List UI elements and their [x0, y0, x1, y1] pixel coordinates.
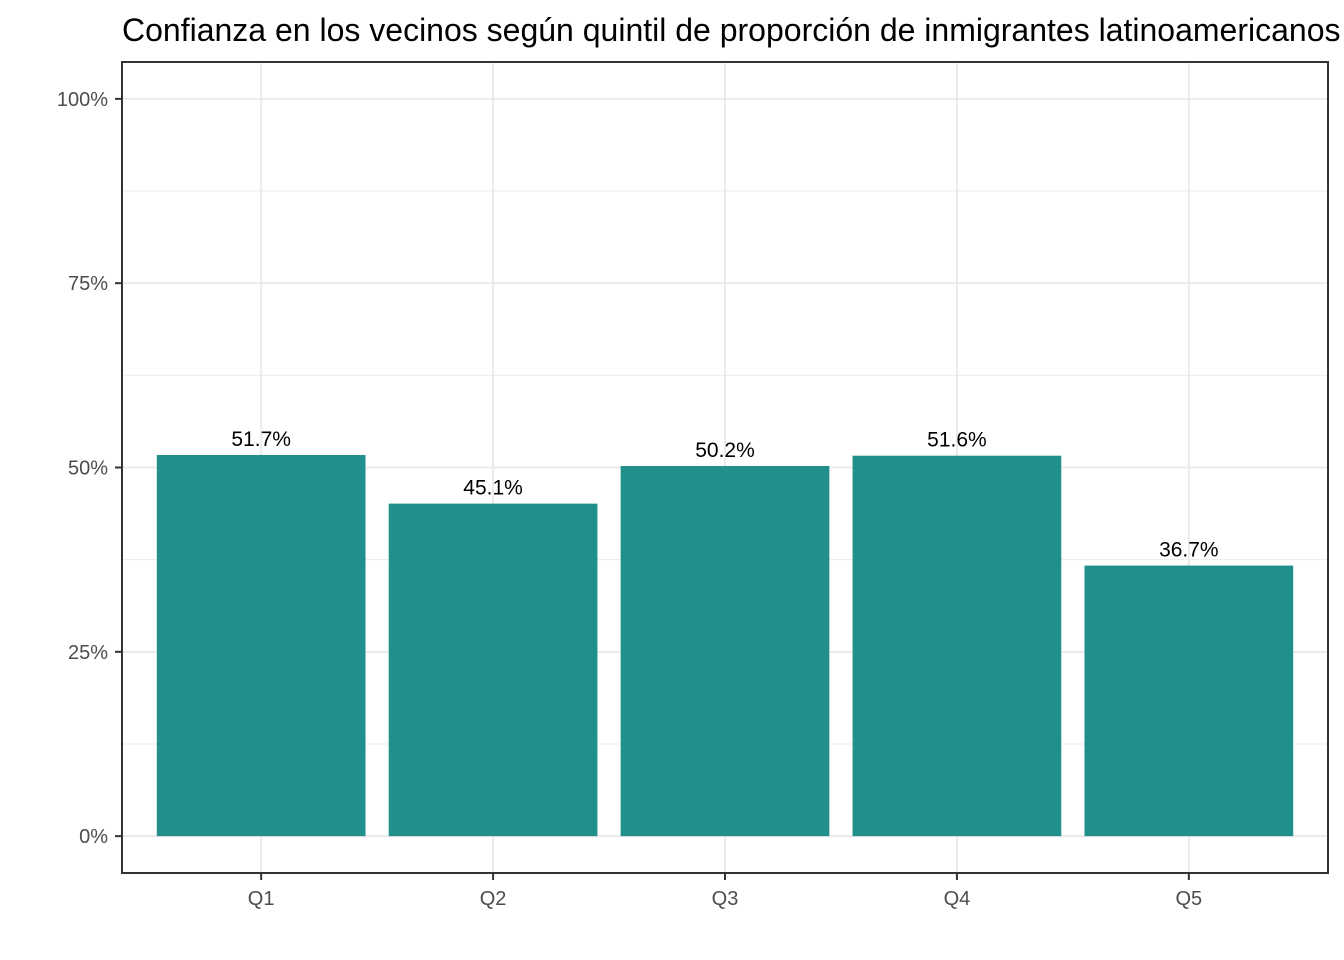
- y-tick-label: 50%: [68, 458, 108, 480]
- bar-q3: [620, 466, 830, 837]
- x-tick-label-q1: Q1: [248, 888, 275, 910]
- y-tick-label: 75%: [68, 273, 108, 295]
- bar-q5: [1084, 565, 1294, 837]
- data-label-q2: 45.1%: [463, 477, 523, 500]
- data-label-q1: 51.7%: [231, 428, 291, 451]
- x-tick-label-q3: Q3: [712, 888, 739, 910]
- x-tick-label-q4: Q4: [944, 888, 971, 910]
- bar-q2: [388, 503, 598, 837]
- x-tick-label-q5: Q5: [1176, 888, 1203, 910]
- y-tick-label: 25%: [68, 642, 108, 664]
- y-tick-label: 0%: [79, 826, 108, 848]
- chart-title: Confianza en los vecinos según quintil d…: [122, 12, 1341, 48]
- data-labels: 51.7% 45.1% 50.2% 51.6% 36.7%: [231, 428, 1218, 562]
- bar-q4: [852, 455, 1062, 837]
- y-tick-label: 100%: [57, 89, 108, 111]
- bar-q1: [156, 454, 366, 837]
- data-label-q5: 36.7%: [1159, 539, 1219, 562]
- x-tick-label-q2: Q2: [480, 888, 507, 910]
- bars: [156, 454, 1294, 837]
- data-label-q3: 50.2%: [695, 439, 755, 462]
- x-axis: Q1 Q2 Q3 Q4 Q5: [248, 873, 1202, 910]
- data-label-q4: 51.6%: [927, 429, 987, 452]
- y-axis: 0% 25% 50% 75% 100%: [57, 89, 122, 848]
